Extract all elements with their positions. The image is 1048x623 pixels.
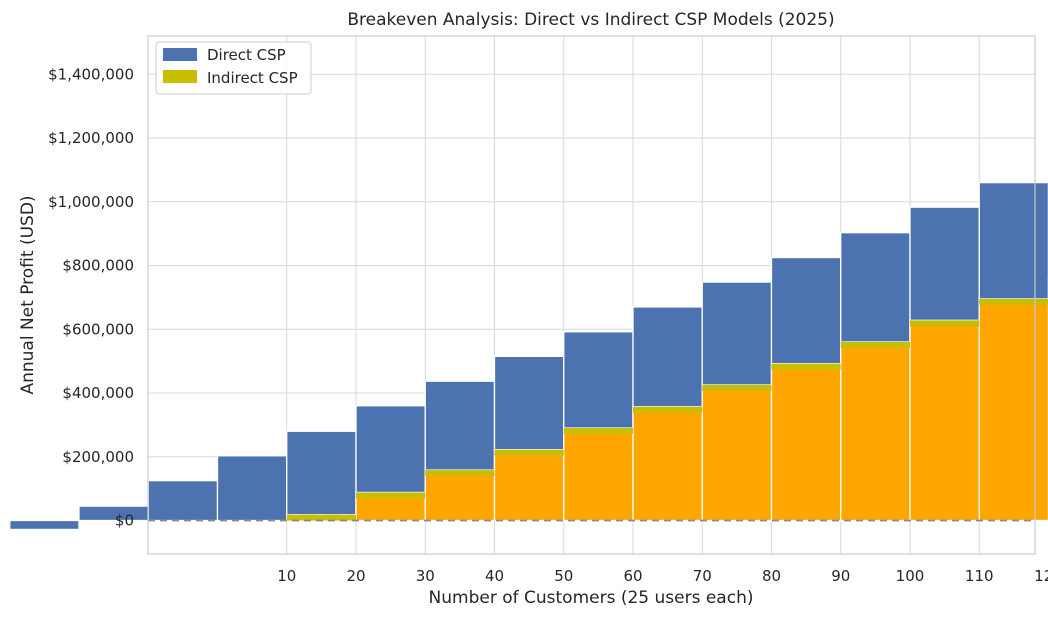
- legend-label-indirect: Indirect CSP: [207, 69, 298, 87]
- bar-indirect-csp: [770, 363, 842, 522]
- y-tick-label: $1,200,000: [48, 129, 134, 147]
- bar-direct-csp: [9, 519, 80, 531]
- y-tick-label: $800,000: [62, 257, 134, 275]
- y-tick-label: $200,000: [62, 448, 134, 466]
- x-tick-label: 20: [346, 567, 365, 585]
- bar-cap-indirect-csp: [910, 320, 980, 327]
- legend-label-direct: Direct CSP: [207, 46, 286, 64]
- bar-cap-indirect-csp: [494, 449, 564, 456]
- bar-indirect-csp: [493, 449, 565, 522]
- bar-cap-indirect-csp: [356, 492, 426, 499]
- bar-direct-csp: [78, 505, 149, 522]
- y-tick-label: $400,000: [62, 384, 134, 402]
- bar-direct-csp: [216, 455, 288, 522]
- x-tick-label: 90: [831, 567, 850, 585]
- x-tick-label: 70: [693, 567, 712, 585]
- bar-indirect-csp: [840, 341, 911, 522]
- bar-cap-indirect-csp: [563, 428, 633, 435]
- bar-cap-indirect-csp: [633, 406, 703, 413]
- bar-cap-indirect-csp: [702, 385, 772, 392]
- bar-cap-indirect-csp: [425, 470, 495, 477]
- bar-indirect-csp: [701, 384, 773, 522]
- chart-title: Breakeven Analysis: Direct vs Indirect C…: [347, 10, 834, 30]
- x-axis-label: Number of Customers (25 users each): [429, 588, 754, 608]
- y-tick-label: $600,000: [62, 320, 134, 338]
- x-tick-label: 10: [277, 567, 296, 585]
- x-tick-label: 50: [554, 567, 573, 585]
- y-tick-label: $1,400,000: [48, 65, 134, 83]
- y-tick-label: $1,000,000: [48, 193, 134, 211]
- x-tick-label: 100: [896, 567, 925, 585]
- bar-indirect-csp: [424, 469, 496, 522]
- x-tick-label: 60: [623, 567, 642, 585]
- plot-frame: [147, 35, 1036, 555]
- x-tick-label: 120: [1034, 567, 1048, 585]
- x-tick-label: 80: [762, 567, 781, 585]
- bar-cap-indirect-csp: [840, 342, 910, 348]
- y-tick-label: $0: [115, 512, 134, 530]
- legend-swatch-indirect: [163, 70, 197, 83]
- bar-direct-csp: [286, 430, 357, 522]
- x-tick-label: 110: [965, 567, 994, 585]
- bar-direct-csp: [147, 480, 219, 522]
- x-tick-label: 30: [416, 567, 435, 585]
- x-tick-label: 40: [485, 567, 504, 585]
- bar-indirect-csp: [909, 319, 980, 522]
- bar-indirect-csp: [978, 298, 1048, 522]
- bar-cap-indirect-csp: [286, 514, 356, 521]
- bar-indirect-csp: [563, 427, 634, 522]
- legend-swatch-direct: [163, 48, 197, 61]
- legend: Direct CSP Indirect CSP: [155, 41, 312, 95]
- bar-cap-indirect-csp: [979, 298, 1048, 305]
- y-axis-label: Annual Net Profit (USD): [18, 195, 38, 394]
- bar-cap-indirect-csp: [771, 363, 841, 370]
- bar-indirect-csp: [632, 406, 703, 522]
